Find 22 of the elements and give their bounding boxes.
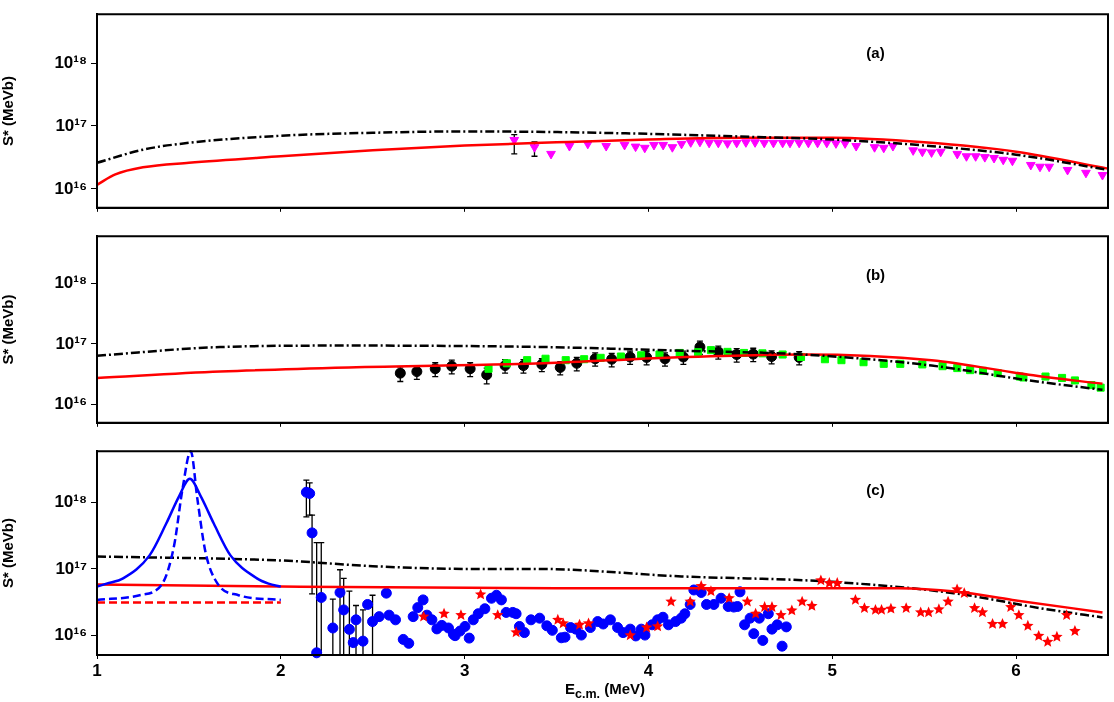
y-axis-title: S* (MeVb): [0, 518, 17, 589]
annotation: (c): [866, 481, 885, 499]
x-tick-label: 1: [92, 660, 102, 680]
annotation: (a): [866, 44, 885, 62]
y-tick-label: 10¹⁶: [54, 624, 87, 644]
y-tick-label: 10¹⁸: [54, 52, 87, 72]
x-tick-label: 4: [643, 660, 654, 680]
y-tick-label: 10¹⁷: [55, 115, 87, 135]
y-axis-title: S* (MeVb): [0, 75, 17, 147]
y-axis-title: S* (MeVb): [0, 294, 17, 365]
x-tick-label: 2: [276, 660, 286, 680]
x-tick-label: 5: [827, 660, 838, 680]
y-tick-label: 10¹⁶: [54, 394, 87, 414]
y-tick-label: 10¹⁸: [54, 492, 87, 512]
x-tick-label: 3: [459, 660, 470, 680]
y-tick-label: 10¹⁶: [54, 178, 87, 198]
y-tick-label: 10¹⁷: [55, 558, 87, 578]
y-tick-label: 10¹⁷: [55, 333, 87, 353]
y-tick-label: 10¹⁸: [54, 273, 87, 293]
x-axis-title: E$_{c.m.}$ (MeV): [564, 680, 646, 701]
annotation: (b): [865, 266, 886, 284]
x-tick-label: 6: [1011, 660, 1021, 680]
